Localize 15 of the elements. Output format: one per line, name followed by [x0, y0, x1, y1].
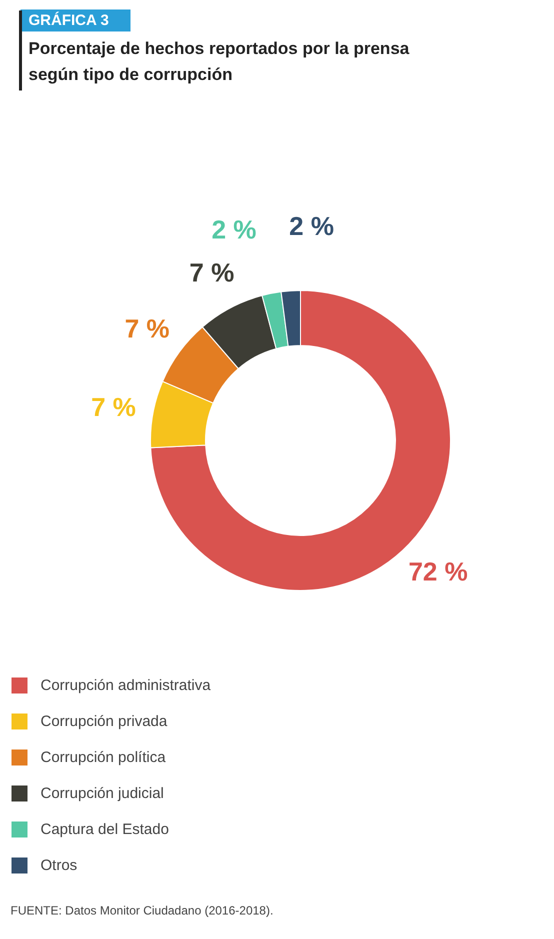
legend-label: Corrupción judicial [40, 785, 164, 802]
data-label: 7 % [124, 313, 170, 344]
data-label: 7 % [189, 257, 234, 288]
data-label: 2 % [212, 214, 256, 245]
chart-title: Porcentaje de hechos reportados por la prensa según tipo de corrupción [28, 39, 410, 84]
legend-label: Corrupción administrativa [40, 677, 212, 694]
source-note: FUENTE: Datos Monitor Ciudadano (2016-2018). [10, 904, 274, 918]
legend-label: Captura del Estado [40, 821, 169, 838]
data-label: 2 % [289, 210, 334, 241]
legend-label: Corrupción privada [40, 713, 168, 730]
legend-label: Otros [40, 857, 78, 874]
legend-label: Corrupción política [40, 749, 166, 766]
data-label: 72 % [408, 556, 468, 587]
text: GRÁFICA 3 [28, 11, 109, 29]
data-label: 7 % [91, 392, 136, 422]
